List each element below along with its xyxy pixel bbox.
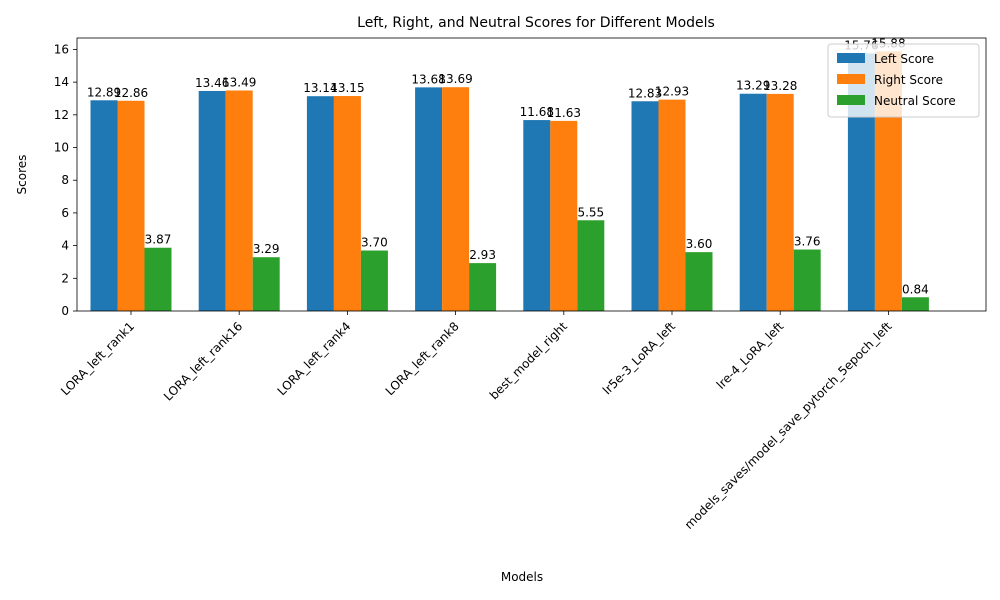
bar-value-label: 2.93: [469, 248, 496, 262]
x-tick-label: best_model_right: [487, 319, 570, 402]
y-axis-label: Scores: [15, 155, 29, 195]
bar-right-score-4: [550, 120, 578, 312]
bar-value-label: 13.68: [411, 72, 445, 86]
chart-title: Left, Right, and Neutral Scores for Diff…: [357, 15, 715, 31]
y-tick-label: 4: [61, 239, 69, 253]
legend-box: [827, 43, 980, 118]
bar-right-score-1: [225, 90, 253, 311]
bar-right-score-3: [442, 87, 470, 312]
bar-left-score-5: [631, 101, 659, 311]
x-tick-label: lr5e-3_LoRA_left: [600, 319, 678, 397]
legend-label: Right Score: [874, 73, 943, 87]
x-tick-label: LORA_left_rank4: [275, 319, 354, 398]
bar-neutral-score-7: [901, 297, 929, 311]
y-tick-label: 10: [54, 141, 69, 155]
x-tick-label: LORA_left_rank8: [383, 319, 462, 398]
bar-value-label: 13.14: [303, 81, 337, 95]
bar-value-label: 11.68: [520, 105, 554, 119]
bar-value-label: 0.84: [902, 282, 929, 296]
bar-left-score-0: [90, 100, 118, 311]
bar-value-label: 3.60: [686, 237, 713, 251]
bar-neutral-score-3: [469, 263, 497, 311]
bar-value-label: 13.49: [222, 75, 256, 89]
bar-neutral-score-2: [360, 250, 388, 311]
bar-left-score-4: [523, 120, 551, 311]
x-axis: LORA_left_rank1 LORA_left_rank16 LORA_left…: [58, 311, 895, 532]
bar-neutral-score-6: [793, 249, 821, 311]
y-tick-label: 6: [61, 206, 69, 220]
bar-value-label: 11.63: [547, 106, 581, 120]
bar-value-label: 3.70: [361, 236, 388, 250]
y-axis: 0 2 4 6 8 10 12 14 16: [54, 42, 77, 318]
bar-value-label: 12.83: [628, 86, 662, 100]
bar-value-label: 5.55: [577, 205, 604, 219]
bar-left-score-3: [415, 87, 443, 311]
legend-label: Left Score: [874, 52, 934, 66]
legend: Left Score Right Score Neutral Score: [827, 43, 980, 118]
bar-value-label: 13.15: [330, 81, 364, 95]
bar-value-label: 13.69: [438, 72, 472, 86]
bar-value-label: 12.93: [655, 85, 689, 99]
bar-value-label: 3.29: [253, 242, 280, 256]
bar-left-score-2: [306, 96, 334, 311]
bar-right-score-6: [766, 93, 794, 312]
bar-value-label: 13.46: [195, 76, 229, 90]
x-tick-label: lre-4_LoRA_left: [714, 319, 787, 392]
bar-value-label: 13.28: [763, 79, 797, 93]
bar-neutral-score-4: [577, 220, 605, 311]
bars-group: [90, 51, 929, 312]
x-tick-label: models_saves/model_save_pytorch_5epoch_l…: [682, 319, 895, 532]
bar-neutral-score-1: [252, 257, 280, 311]
bar-right-score-2: [333, 96, 361, 312]
bar-value-label: 13.29: [736, 79, 770, 93]
bar-value-label: 3.76: [794, 235, 821, 249]
bar-neutral-score-0: [144, 247, 172, 311]
legend-label: Neutral Score: [874, 94, 956, 108]
y-tick-label: 12: [54, 108, 69, 122]
bar-value-label: 12.89: [87, 85, 121, 99]
bar-right-score-5: [658, 99, 686, 312]
y-tick-label: 16: [54, 42, 69, 56]
plot-frame: [76, 37, 987, 312]
bar-neutral-score-5: [685, 252, 713, 311]
legend-swatch: [837, 74, 865, 84]
legend-swatch: [837, 53, 865, 63]
bar-value-label: 3.87: [145, 233, 172, 247]
y-tick-label: 2: [61, 271, 69, 285]
bar-left-score-6: [739, 93, 767, 311]
x-tick-label: LORA_left_rank16: [161, 319, 245, 403]
bar-labels-group: 12.8913.4613.1413.6811.6812.8313.2915.76…: [87, 36, 929, 296]
y-tick-label: 0: [61, 304, 69, 318]
x-tick-label: LORA_left_rank1: [58, 319, 137, 398]
bar-value-label: 12.86: [114, 86, 148, 100]
x-axis-label: Models: [501, 570, 543, 584]
legend-swatch: [837, 95, 865, 105]
y-tick-label: 8: [61, 173, 69, 187]
bar-right-score-0: [117, 100, 145, 311]
y-tick-label: 14: [54, 75, 69, 89]
bar-left-score-1: [198, 90, 226, 311]
